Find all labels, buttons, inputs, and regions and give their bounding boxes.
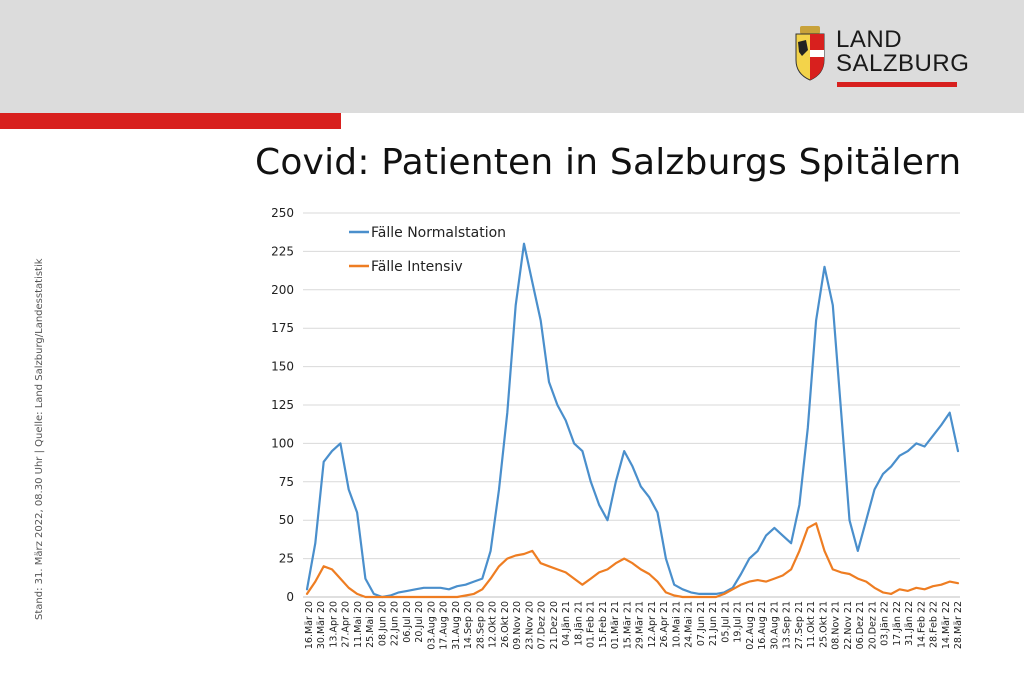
x-tick-label: 14.Mär 22 <box>941 601 952 649</box>
x-tick-label: 22.Nov 21 <box>843 601 854 650</box>
x-tick-label: 28.Sep 20 <box>475 601 486 649</box>
x-tick-label: 30.Aug 21 <box>769 601 780 650</box>
logo-line-1: LAND <box>836 26 903 53</box>
y-tick-label: 175 <box>271 321 294 335</box>
x-tick-label: 21.Dez 20 <box>549 601 560 649</box>
y-tick-label: 125 <box>271 398 294 412</box>
land-salzburg-logo: LAND SALZBURG <box>790 24 980 90</box>
x-tick-label: 10.Mai 21 <box>671 601 682 648</box>
x-tick-label: 25.Okt 21 <box>818 601 829 648</box>
legend-label: Fälle Intensiv <box>371 259 463 275</box>
x-tick-label: 02.Aug 21 <box>745 601 756 650</box>
x-tick-label: 28.Mär 22 <box>953 601 964 649</box>
x-tick-label: 14.Sep 20 <box>463 601 474 649</box>
x-tick-label: 24.Mai 21 <box>684 601 695 648</box>
x-tick-label: 03.Jän 22 <box>880 601 891 646</box>
x-tick-label: 23.Nov 20 <box>524 601 535 650</box>
y-tick-label: 225 <box>271 244 294 258</box>
y-tick-label: 50 <box>279 513 294 527</box>
y-tick-label: 100 <box>271 436 294 450</box>
x-tick-label: 08.Jun 20 <box>377 601 388 646</box>
y-tick-label: 75 <box>279 475 294 489</box>
x-tick-label: 22.Jun 20 <box>390 601 401 646</box>
series-line-intensiv <box>305 522 960 599</box>
header-accent-stripe <box>0 113 341 129</box>
x-tick-label: 31.Jän 22 <box>904 601 915 646</box>
x-tick-label: 26.Apr 21 <box>659 601 670 648</box>
y-tick-label: 250 <box>271 206 294 220</box>
y-tick-label: 25 <box>279 552 294 566</box>
x-tick-label: 16.Aug 21 <box>757 601 768 650</box>
x-tick-label: 26.Okt 20 <box>500 601 511 648</box>
x-tick-label: 03.Aug 20 <box>426 601 437 650</box>
x-tick-label: 18.Jän 21 <box>573 601 584 646</box>
x-tick-label: 27.Sep 21 <box>794 601 805 649</box>
x-tick-label: 15.Mär 21 <box>622 601 633 649</box>
x-tick-label: 27.Apr 20 <box>341 601 352 648</box>
x-tick-label: 06.Jul 20 <box>402 601 413 643</box>
x-tick-label: 08.Nov 21 <box>831 601 842 650</box>
x-tick-label: 13.Sep 21 <box>782 601 793 649</box>
x-tick-label: 20.Dez 21 <box>867 601 878 649</box>
x-tick-label: 31.Aug 20 <box>451 601 462 650</box>
coat-of-arms-icon <box>795 26 825 81</box>
x-tick-label: 13.Apr 20 <box>328 601 339 648</box>
x-tick-label: 06.Dez 21 <box>855 601 866 649</box>
x-tick-label: 04.Jän 21 <box>561 601 572 646</box>
y-tick-label: 0 <box>286 590 294 604</box>
x-tick-label: 05.Jul 21 <box>720 601 731 643</box>
y-tick-label: 150 <box>271 360 294 374</box>
x-tick-label: 09.Nov 20 <box>512 601 523 650</box>
x-tick-label: 01.Mär 21 <box>610 601 621 649</box>
x-tick-label: 19.Jul 21 <box>733 601 744 643</box>
x-tick-label: 07.Jun 21 <box>696 601 707 646</box>
x-tick-label: 12.Apr 21 <box>647 601 658 648</box>
x-tick-label: 15.Feb 21 <box>598 601 609 648</box>
logo-underline <box>837 82 957 87</box>
x-tick-label: 11.Mai 20 <box>353 601 364 648</box>
x-tick-label: 17.Aug 20 <box>439 601 450 650</box>
x-tick-label: 21.Jun 21 <box>708 601 719 646</box>
x-tick-label: 28.Feb 22 <box>929 601 940 648</box>
page-title: Covid: Patienten in Salzburgs Spitälern <box>255 142 962 183</box>
y-tick-label: 200 <box>271 283 294 297</box>
logo-wordmark: LAND SALZBURG <box>836 28 969 76</box>
x-tick-label: 01.Feb 21 <box>586 601 597 648</box>
legend-label: Fälle Normalstation <box>371 225 506 241</box>
x-tick-label: 30.Mär 20 <box>316 601 327 649</box>
x-tick-label: 07.Dez 20 <box>537 601 548 649</box>
logo-line-2: SALZBURG <box>836 50 970 77</box>
x-tick-label: 16.Mär 20 <box>304 601 315 649</box>
x-tick-label: 14.Feb 22 <box>916 601 927 648</box>
x-tick-label: 11.Okt 21 <box>806 601 817 648</box>
x-tick-label: 12.Okt 20 <box>488 601 499 648</box>
x-tick-label: 17.Jän 22 <box>892 601 903 646</box>
x-tick-label: 25.Mai 20 <box>365 601 376 648</box>
x-tick-label: 20.Jul 20 <box>414 601 425 643</box>
header-band <box>0 0 1024 113</box>
series-line-normalstation <box>305 242 960 599</box>
x-tick-label: 29.Mär 21 <box>635 601 646 649</box>
